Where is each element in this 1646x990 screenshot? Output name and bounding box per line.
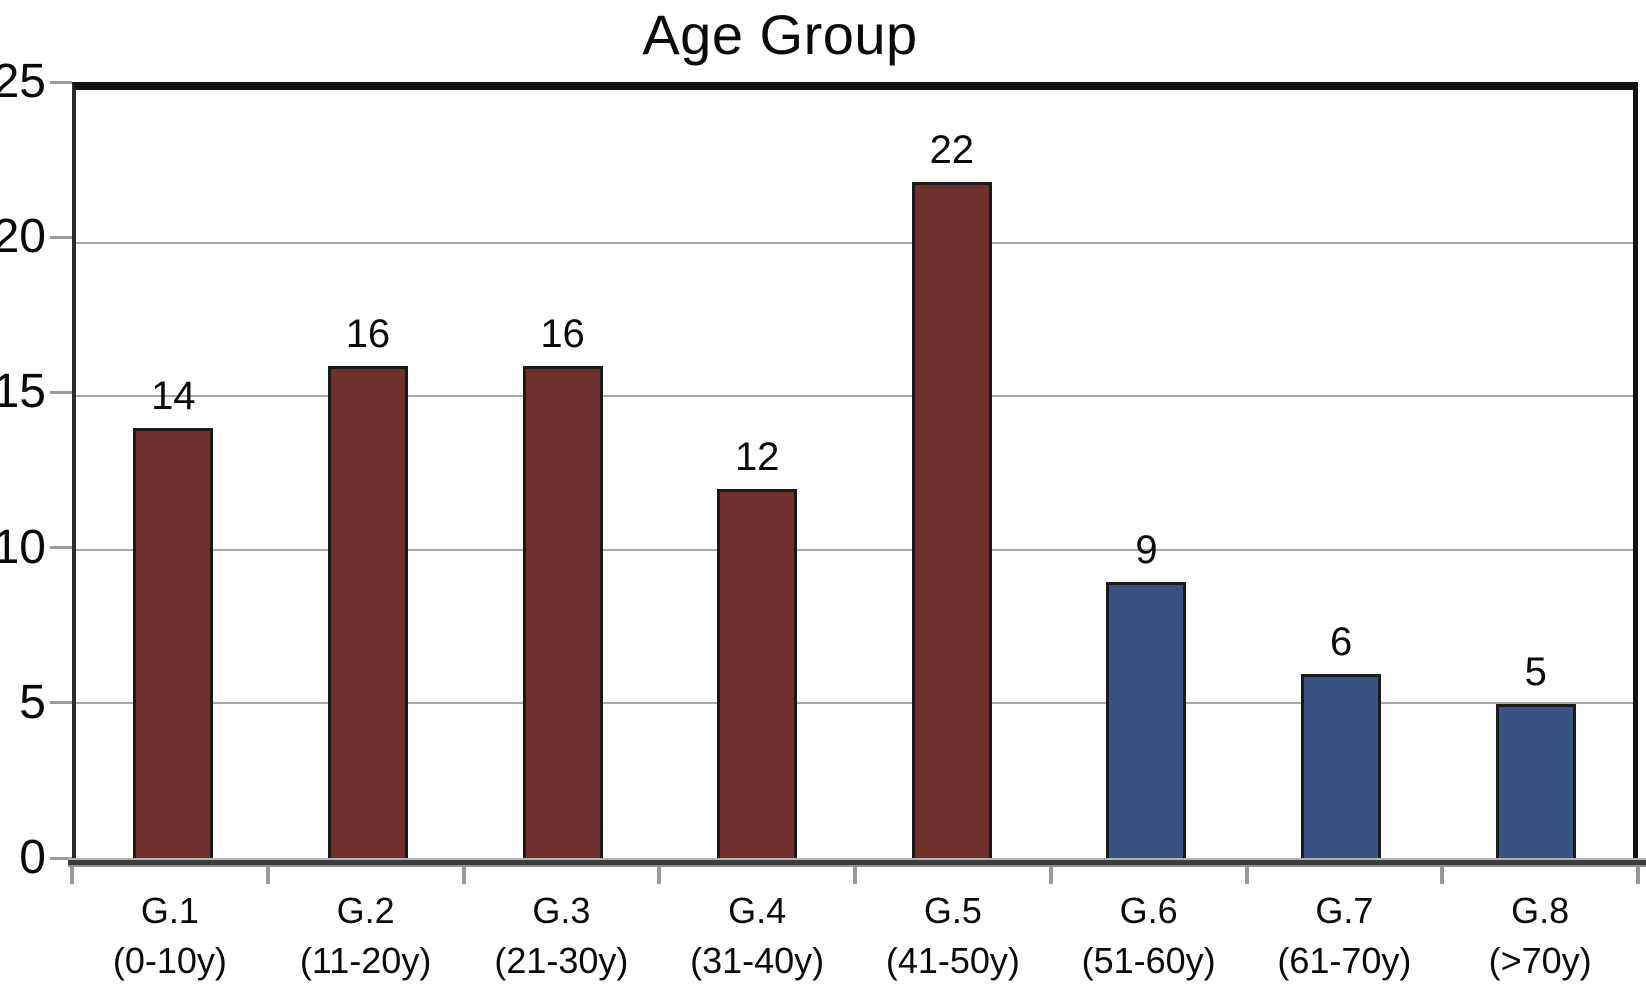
bar-value-label: 16 [540,312,585,357]
bar-G.2: 16 [327,312,408,858]
x-tick [1636,860,1640,884]
category-range-label: (0-10y) [112,940,227,981]
bar-value-label: 16 [345,312,391,357]
category-range-label: (31-40y) [690,940,825,981]
bar-slot-G.1: 14 [76,90,271,858]
y-tick-20 [50,235,72,239]
x-tick [70,860,74,884]
x-tick [657,860,662,884]
category-range-label: (11-20y) [299,940,432,981]
x-category-label-G.3: G.3 (21-30y) [464,886,660,986]
category-group-label: G.4 [728,890,787,931]
y-tick-10 [50,546,72,550]
bar-slot-G.6: 9 [1049,90,1244,858]
bar-G.3: 16 [522,312,603,858]
category-group-label: G.7 [1315,890,1374,931]
x-category-label-G.1: G.1 (0-10y) [72,886,268,986]
category-group-label: G.3 [532,890,591,931]
category-group-label: G.6 [1119,890,1178,931]
bar-slot-G.7: 6 [1244,90,1439,858]
x-tick [1440,860,1445,884]
bar-value-label: 22 [929,128,975,173]
bar-G.7: 6 [1301,620,1382,858]
bar-slot-G.3: 16 [465,90,660,858]
category-group-label: G.1 [140,890,199,931]
bar-value-label: 14 [151,373,196,418]
bar-G.1: 14 [133,374,214,858]
y-axis-label-0: 0 [19,831,46,884]
x-category-label-G.6: G.6 (51-60y) [1051,886,1247,986]
x-tick [265,860,270,884]
chart-title: Age Group [642,3,918,66]
x-category-label-G.4: G.4 (31-40y) [659,886,855,986]
category-range-label: (41-50y) [885,940,1020,981]
x-axis-line [68,858,1646,867]
category-range-label: (21-30y) [494,940,629,981]
y-tick-15 [50,390,72,394]
x-category-label-G.5: G.5 (41-50y) [855,886,1051,986]
bar-value-label: 5 [1524,650,1547,695]
bar-slot-G.4: 12 [660,90,855,858]
y-axis-label-20: 20 [0,210,46,264]
gridline-15 [76,395,1633,398]
bar-slot-G.8: 5 [1438,90,1633,858]
x-category-label-G.8: G.8 (>70y) [1442,886,1638,986]
bar-slot-G.5: 22 [855,90,1050,858]
x-tick [853,860,857,884]
y-axis-label-15: 15 [0,365,46,419]
bar-G.5: 22 [911,128,992,858]
gridline-20 [76,241,1633,244]
plot-area: 14 16 16 12 22 9 6 5 [72,82,1638,858]
x-tick [461,860,466,884]
bar-G.8: 5 [1495,650,1576,858]
x-tick [1244,860,1249,884]
x-category-label-G.2: G.2 (11-20y) [268,886,464,986]
y-tick-25 [50,80,72,84]
gridline-5 [76,702,1633,705]
x-tick [1048,860,1053,884]
category-range-label: (61-70y) [1277,940,1412,981]
category-group-label: G.5 [923,890,982,931]
y-tick-0 [50,856,72,860]
bar-G.4: 12 [717,435,798,858]
gridline-10 [76,548,1633,551]
y-axis-label-25: 25 [0,55,46,108]
category-range-label: (51-60y) [1081,940,1216,981]
category-group-label: G.2 [336,890,395,931]
y-axis-label-10: 10 [0,520,46,574]
bar-slot-G.2: 16 [271,90,466,858]
bar-value-label: 9 [1135,527,1158,572]
category-group-label: G.8 [1511,890,1570,931]
x-category-label-G.7: G.7 (61-70y) [1247,886,1443,986]
y-axis-label-5: 5 [19,675,46,729]
bar-value-label: 12 [734,435,780,480]
category-range-label: (>70y) [1488,940,1592,981]
bar-value-label: 6 [1329,619,1353,664]
bar-G.6: 9 [1106,528,1187,858]
y-tick-5 [50,701,72,705]
